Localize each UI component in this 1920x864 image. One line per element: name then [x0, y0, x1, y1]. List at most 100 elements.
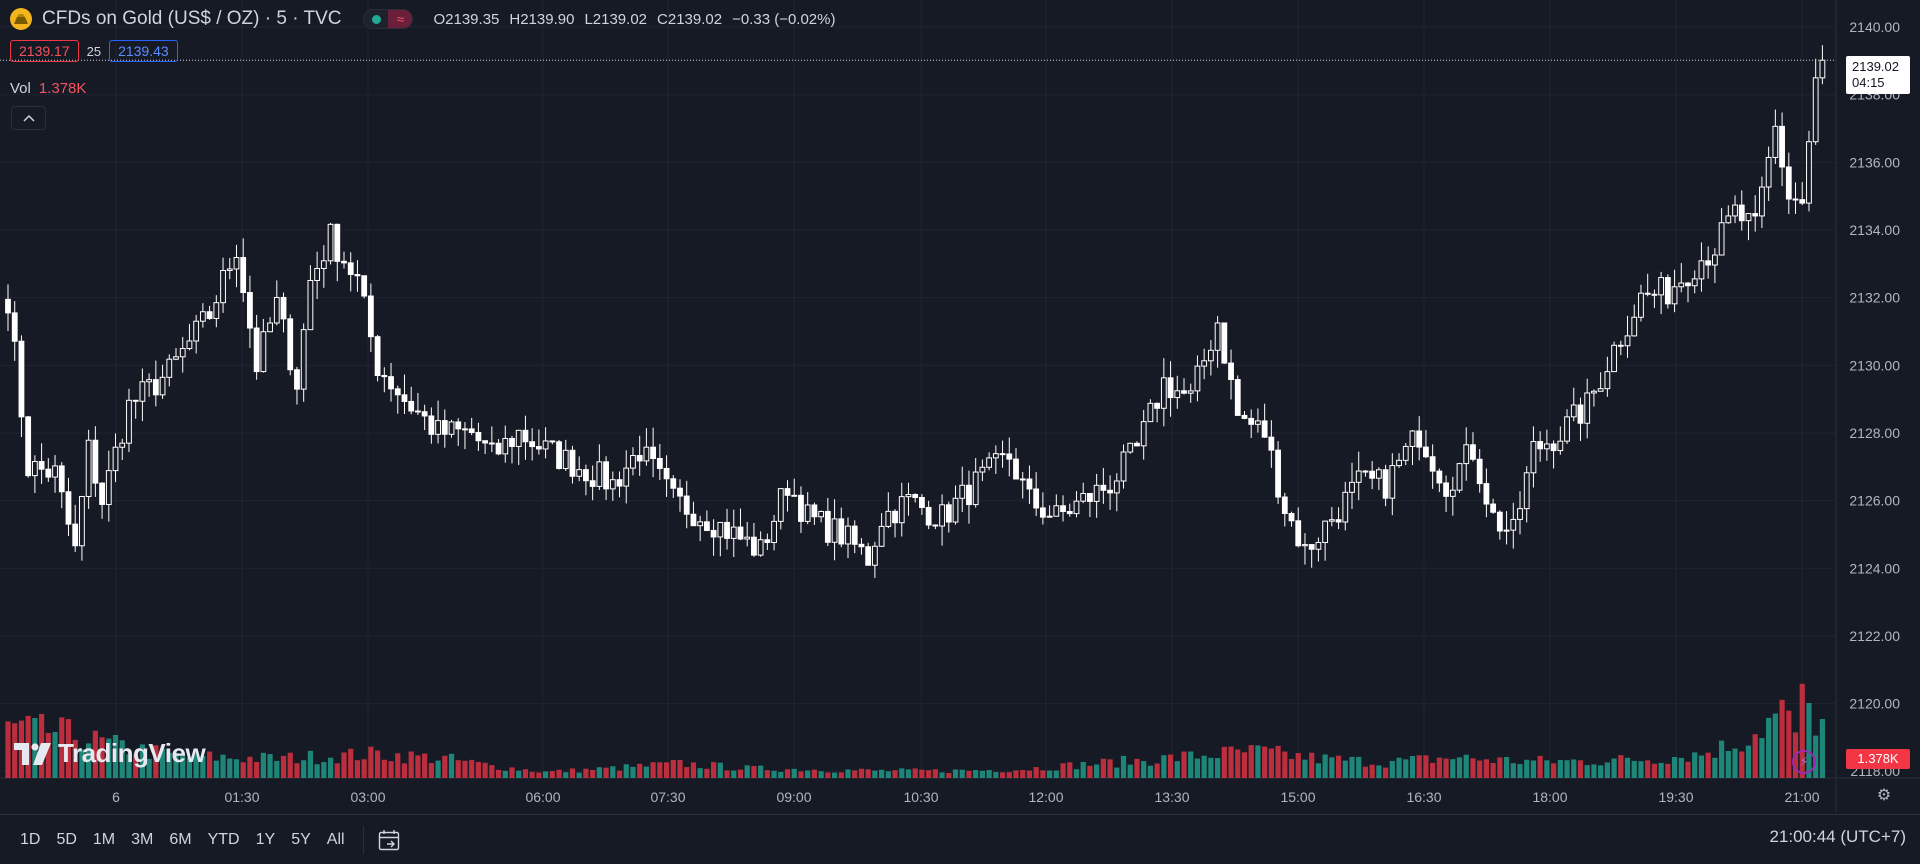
candle-body [1584, 392, 1591, 424]
volume-bar [596, 767, 602, 778]
volume-bar [926, 770, 932, 778]
candle-body [1396, 459, 1402, 467]
candle-body [260, 331, 267, 373]
buy-button[interactable]: 2139.43 [109, 40, 178, 62]
volume-bar [1235, 749, 1241, 778]
candle-body [932, 524, 939, 527]
candle-body [549, 440, 556, 443]
volume-bar [1147, 765, 1153, 778]
volume-bar [879, 769, 885, 778]
y-tick-label: 2128.00 [1849, 425, 1900, 441]
range-button-5y[interactable]: 5Y [291, 830, 311, 848]
range-button-ytd[interactable]: YTD [207, 830, 240, 848]
volume-bar [1544, 760, 1550, 778]
candle-body [361, 275, 368, 297]
volume-bar [1551, 763, 1557, 778]
candle-body [1631, 316, 1638, 337]
candle-body [529, 441, 536, 448]
x-tick-label: 07:30 [650, 789, 685, 805]
volume-bar [865, 769, 871, 778]
symbol-title[interactable]: CFDs on Gold (US$ / OZ) · 5 · TVC [42, 8, 342, 29]
last-price-value: 2139.02 [1852, 59, 1899, 74]
candle-body [898, 496, 905, 524]
candle-body [287, 318, 294, 371]
volume-bar [899, 768, 905, 778]
close-value: C2139.02 [657, 10, 723, 28]
candle-body [1295, 520, 1302, 547]
candle-body [1147, 402, 1154, 423]
settings-icon[interactable]: ⚙ [1876, 787, 1892, 804]
range-button-1d[interactable]: 1D [20, 830, 41, 848]
candle-body [1685, 282, 1691, 287]
go-to-date-button[interactable] [374, 825, 404, 855]
candle-body [488, 442, 495, 445]
sell-button[interactable]: 2139.17 [10, 40, 79, 62]
candle-body [1537, 441, 1544, 450]
last-price-label: 2139.02 04:15 [1846, 56, 1910, 94]
volume-bar [811, 769, 817, 778]
volume-bar [973, 770, 979, 778]
volume-bar [509, 767, 515, 778]
volume-bar [1073, 769, 1080, 778]
candle-body [421, 411, 428, 417]
volume-bar [1161, 755, 1167, 778]
volume-bar [932, 769, 938, 778]
volume-bar [106, 738, 112, 778]
volume-bar [952, 769, 959, 778]
candle-body [583, 469, 589, 482]
volume-bar [1645, 760, 1651, 778]
volume-bar [1020, 770, 1026, 778]
candle-body [966, 484, 972, 506]
range-button-6m[interactable]: 6M [169, 830, 192, 848]
volume-bar [388, 761, 394, 778]
volume-bar [1665, 763, 1671, 778]
candle-body [515, 429, 522, 447]
volume-bar [872, 770, 878, 778]
candle-body [1624, 335, 1631, 347]
x-tick-label: 12:00 [1028, 789, 1063, 805]
candle-body [240, 257, 247, 294]
volume-bar [1497, 757, 1503, 778]
volume-bar [516, 770, 522, 778]
candle-body [1644, 292, 1651, 295]
candle-body [85, 439, 92, 497]
candle-body [1517, 508, 1523, 520]
market-status-pill[interactable]: ≈ [363, 9, 414, 29]
range-button-5d[interactable]: 5D [56, 830, 77, 848]
range-button-all[interactable]: All [326, 830, 345, 848]
price-chart[interactable]: 2118.002120.002122.002124.002126.002128.… [0, 0, 1920, 812]
volume-bar [1262, 746, 1268, 778]
tradingview-logo[interactable]: TradingView [14, 738, 206, 769]
volume-bar [361, 759, 367, 778]
ohlc-values: O2139.35 H2139.90 L2139.02 C2139.02 −0.3… [433, 11, 835, 28]
collapse-legend-button[interactable] [11, 106, 46, 130]
candle-body [247, 292, 253, 329]
volume-bar [1302, 759, 1308, 778]
candle-body [703, 521, 710, 531]
candle-body [1315, 541, 1322, 550]
candle-body [1718, 222, 1725, 256]
candle-body [1100, 484, 1107, 491]
candle-body [630, 455, 636, 469]
range-button-1m[interactable]: 1M [92, 830, 116, 848]
open-value: O2139.35 [433, 10, 500, 28]
range-button-1y[interactable]: 1Y [255, 830, 276, 848]
volume-bar [1719, 740, 1725, 778]
timezone-clock[interactable]: 21:00:44 (UTC+7) [1769, 827, 1906, 846]
volume-bar [1228, 746, 1234, 778]
candle-body [999, 453, 1006, 456]
candle-body [1463, 444, 1470, 465]
last-volume-label: 1.378K [1846, 749, 1910, 769]
wave-icon: ≈ [388, 10, 413, 28]
tradingview-logo-icon [14, 742, 51, 765]
volume-bar [112, 734, 119, 778]
flash-icon[interactable]: ⚡ [1792, 750, 1816, 774]
candle-body [1181, 390, 1187, 394]
volume-bar [233, 759, 240, 778]
candle-body [1765, 156, 1772, 188]
range-button-3m[interactable]: 3M [131, 830, 154, 848]
candle-body [1214, 322, 1221, 351]
volume-bar [1752, 734, 1758, 778]
volume-bar [1503, 757, 1510, 778]
candle-body [1530, 441, 1537, 474]
